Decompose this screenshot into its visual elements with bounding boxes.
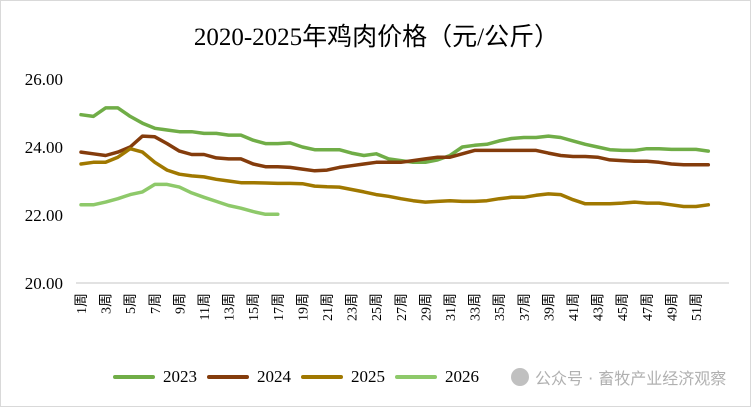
legend-label: 2024 <box>257 367 291 386</box>
x-tick-label: 33周 <box>469 293 484 321</box>
x-tick-label: 7周 <box>149 293 164 314</box>
x-tick-label: 17周 <box>272 293 287 321</box>
x-tick-label: 11周 <box>198 293 213 320</box>
x-tick-label: 51周 <box>690 293 705 321</box>
x-tick-label: 43周 <box>592 293 607 321</box>
legend-item-2026: 2026 <box>395 367 479 387</box>
legend-item-2023: 2023 <box>113 367 197 387</box>
x-tick-label: 23周 <box>346 293 361 321</box>
x-tick-label: 21周 <box>321 293 336 321</box>
legend-swatch <box>395 375 437 379</box>
legend-item-2025: 2025 <box>301 367 385 387</box>
x-tick-label: 37周 <box>518 293 533 321</box>
x-tick-label: 45周 <box>616 293 631 321</box>
legend-label: 2025 <box>351 367 385 386</box>
chart-title: 2020-2025年鸡肉价格（元/公斤） <box>193 24 560 51</box>
x-tick-label: 39周 <box>542 293 557 321</box>
x-tick-label: 31周 <box>444 293 459 321</box>
series-line-2024 <box>79 134 711 173</box>
y-tick-label: 22.00 <box>25 206 63 225</box>
legend-swatch <box>113 375 155 379</box>
y-tick-label: 26.00 <box>25 70 63 89</box>
legend-swatch <box>207 375 249 379</box>
x-tick-label: 19周 <box>296 293 311 321</box>
x-tick-label: 29周 <box>419 293 434 321</box>
x-tick-label: 15周 <box>247 293 262 321</box>
x-tick-label: 35周 <box>493 293 508 321</box>
x-tick-label: 5周 <box>124 293 139 314</box>
legend-label: 2023 <box>163 367 197 386</box>
x-tick-label: 13周 <box>223 293 238 321</box>
x-tick-label: 1周 <box>75 293 90 314</box>
x-tick-label: 27周 <box>395 293 410 321</box>
series-line-2025 <box>79 146 711 209</box>
x-tick-label: 25周 <box>370 293 385 321</box>
legend-item-2024: 2024 <box>207 367 291 387</box>
y-tick-label: 20.00 <box>25 274 63 293</box>
watermark: 公众号 · 畜牧产业经济观察 <box>511 365 726 389</box>
legend-swatch <box>301 375 343 379</box>
legend: 2023 2024 2025 2026 <box>113 367 489 387</box>
x-tick-label: 49周 <box>665 293 680 321</box>
x-tick-label: 3周 <box>100 293 115 314</box>
x-tick-label: 47周 <box>641 293 656 321</box>
series-line-2026 <box>79 182 280 217</box>
y-tick-label: 24.00 <box>25 138 63 157</box>
wechat-icon <box>511 368 529 386</box>
series-line-2023 <box>79 106 711 165</box>
watermark-text: 公众号 · 畜牧产业经济观察 <box>535 369 727 388</box>
legend-label: 2026 <box>445 367 479 386</box>
x-tick-label: 41周 <box>567 293 582 321</box>
x-tick-label: 9周 <box>173 293 188 314</box>
